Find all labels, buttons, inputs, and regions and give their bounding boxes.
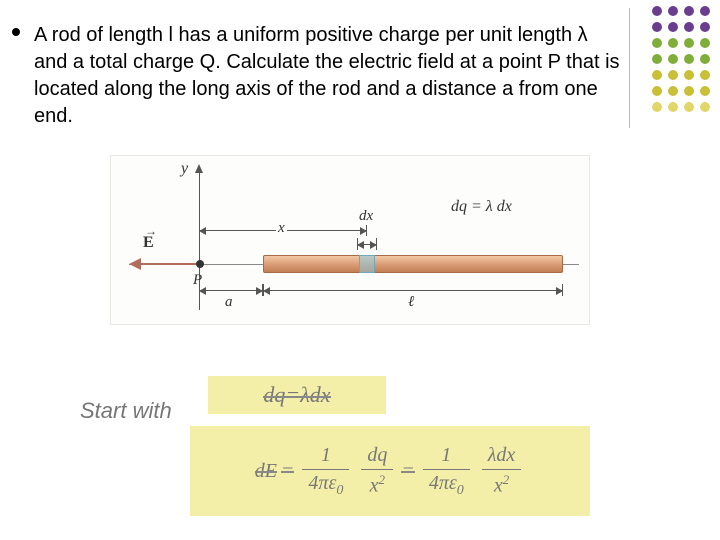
dimension-a-label: a bbox=[223, 294, 235, 311]
dimension-ell bbox=[263, 290, 563, 291]
rod-shape bbox=[263, 255, 563, 273]
rod-diagram: y E→ P x dx a ℓ dq = λ dx bbox=[110, 155, 590, 325]
start-with-text: Start with bbox=[80, 398, 172, 424]
dx-segment bbox=[359, 255, 375, 273]
decoration-dots bbox=[652, 6, 712, 114]
formula-dq: dq=λdx bbox=[208, 376, 386, 414]
problem-text: A rod of length l has a uniform positive… bbox=[34, 22, 624, 130]
e-field-label: E→ bbox=[143, 234, 154, 252]
dimension-dx bbox=[357, 244, 377, 245]
y-axis-arrow-icon bbox=[195, 164, 203, 173]
point-p-marker bbox=[196, 260, 204, 268]
separator-line bbox=[629, 8, 630, 128]
bullet-icon bbox=[12, 28, 20, 36]
y-axis-label: y bbox=[181, 160, 188, 178]
formula-dE: dE = 1 4πε0 dq x2 = 1 4πε0 λdx x2 bbox=[190, 426, 590, 516]
dq-equation-label: dq = λ dx bbox=[451, 198, 512, 216]
dimension-ell-label: ℓ bbox=[406, 294, 416, 311]
dimension-dx-label: dx bbox=[357, 208, 375, 225]
dimension-a bbox=[199, 290, 263, 291]
dimension-x-label: x bbox=[276, 220, 287, 237]
e-field-arrow-icon bbox=[129, 256, 197, 272]
